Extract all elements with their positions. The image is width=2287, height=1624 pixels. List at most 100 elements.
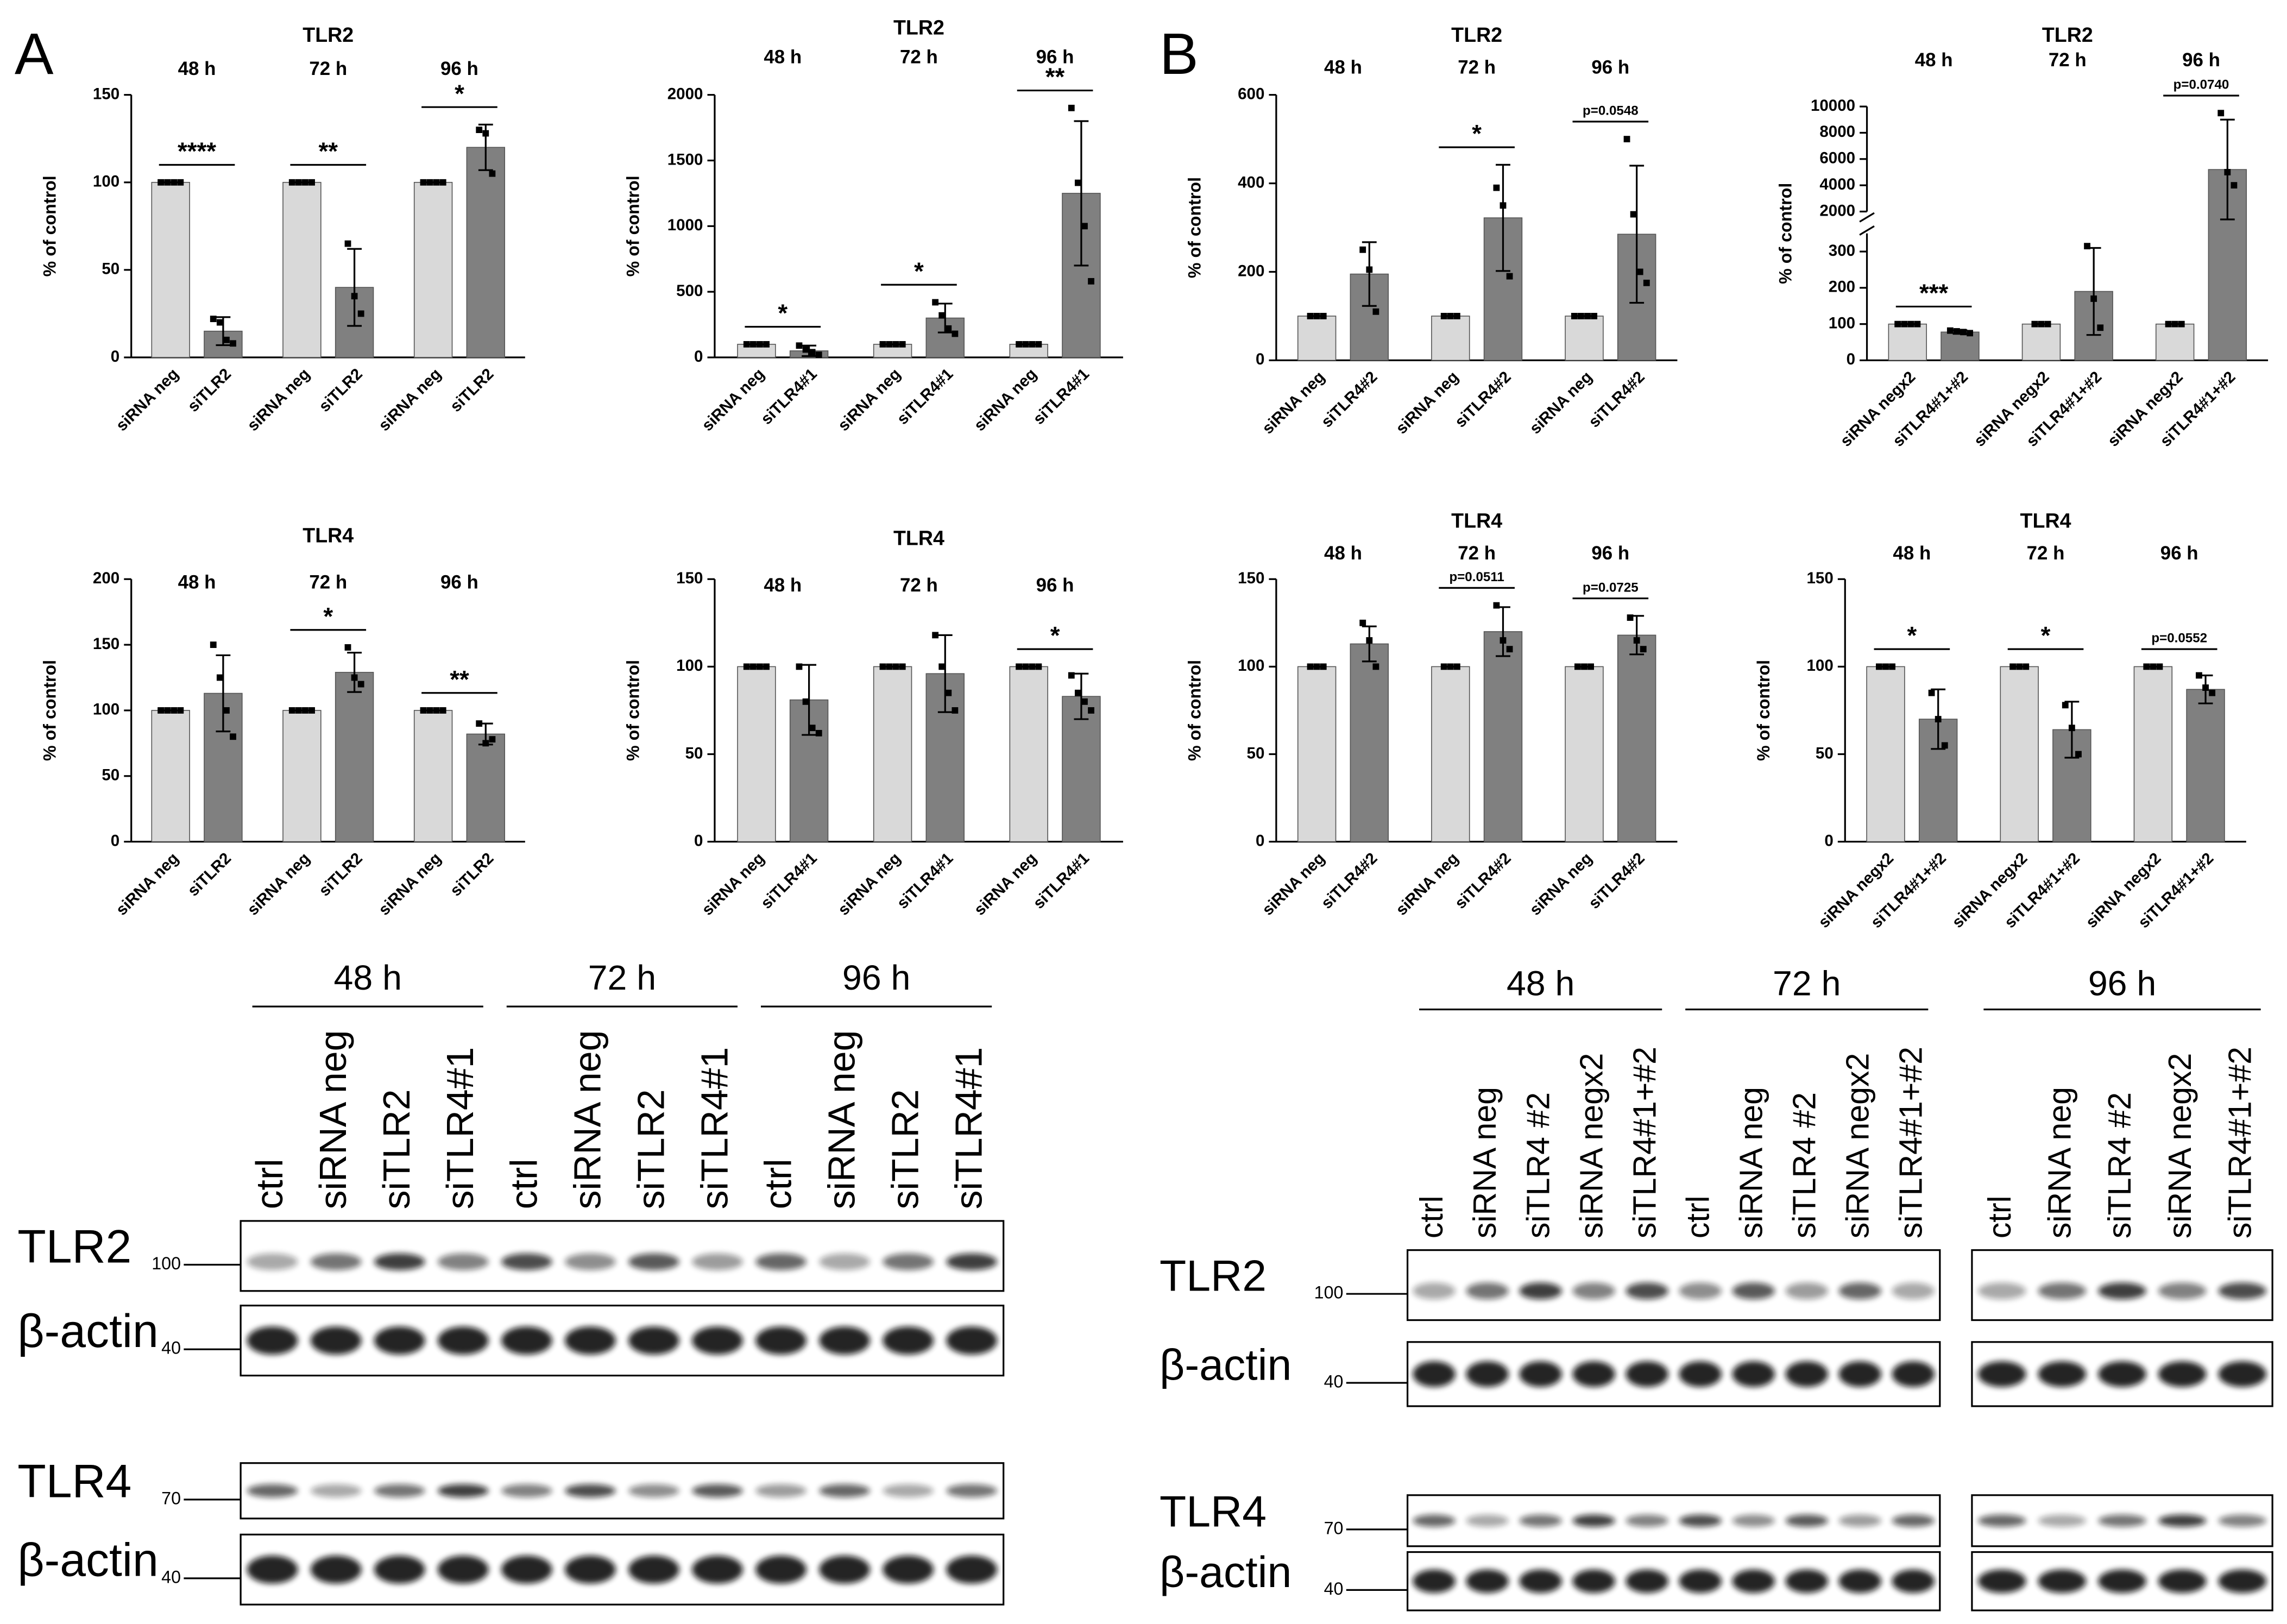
blot-band	[437, 1555, 489, 1584]
data-point	[288, 707, 295, 714]
group-label: 48 h	[1893, 543, 1931, 564]
data-point	[1506, 646, 1513, 653]
data-point	[1440, 313, 1447, 319]
data-point	[1587, 663, 1594, 670]
data-point	[1901, 320, 1908, 328]
blot-band	[565, 1555, 616, 1584]
x-tick-label: siRNA neg	[1259, 368, 1328, 437]
data-point	[1581, 663, 1587, 670]
lane-label: siTLR4 #2	[1786, 1092, 1822, 1238]
data-point	[1081, 223, 1088, 230]
x-tick-label: siTLR4#2	[1452, 849, 1515, 912]
x-tick-label: siTLR4#1	[893, 365, 956, 428]
blot-band	[2098, 1361, 2146, 1387]
bar	[282, 181, 322, 358]
blot-band	[755, 1555, 807, 1584]
bar	[413, 710, 453, 842]
bar	[1565, 316, 1604, 361]
group-label: 48 h	[1915, 49, 1953, 71]
group-label: 96 h	[1591, 57, 1629, 78]
y-tick-label: 50	[102, 260, 119, 278]
data-point	[1029, 341, 1036, 348]
data-point	[2156, 663, 2163, 670]
data-point	[899, 663, 906, 670]
blot-band	[1838, 1514, 1882, 1527]
error-bar	[1496, 163, 1510, 272]
data-point	[426, 707, 433, 714]
blot-band	[1838, 1569, 1882, 1593]
group-label: 72 h	[900, 47, 938, 68]
group-label: 96 h	[1591, 543, 1629, 564]
data-point	[2097, 324, 2104, 331]
data-point	[1967, 330, 1974, 337]
x-tick-label: siRNA neg	[375, 365, 445, 435]
group-label: 72 h	[1458, 543, 1496, 564]
data-point	[1941, 742, 1948, 749]
data-point	[1022, 663, 1029, 670]
blot-band	[1572, 1361, 1615, 1387]
data-point	[439, 707, 446, 714]
data-point	[1440, 663, 1447, 670]
blot-band	[692, 1555, 743, 1584]
y-tick-label: 200	[93, 569, 119, 587]
blot-band	[946, 1484, 997, 1497]
data-point	[1074, 689, 1081, 696]
bar	[1565, 666, 1604, 842]
data-point	[223, 336, 230, 343]
data-point	[1372, 308, 1379, 315]
data-point	[2178, 320, 2185, 328]
marker-label: 40	[161, 1338, 181, 1358]
chart-title: TLR4	[1451, 509, 1502, 532]
blot-band	[374, 1253, 425, 1270]
data-point	[802, 698, 809, 705]
blot-group-label: 96 h	[2088, 964, 2156, 1003]
blot-band	[2158, 1569, 2207, 1593]
bar	[2133, 666, 2173, 842]
data-point	[1074, 179, 1081, 186]
data-point	[809, 349, 816, 356]
blot-band	[1732, 1569, 1775, 1593]
blot-band	[1785, 1569, 1828, 1593]
bar	[1617, 634, 1656, 842]
y-tick-label: 50	[685, 744, 703, 762]
data-point	[1630, 211, 1637, 218]
marker-label: 100	[152, 1254, 181, 1273]
y-tick-label: 150	[93, 85, 119, 103]
data-point	[230, 733, 236, 740]
blot-band	[1732, 1282, 1775, 1300]
y-tick-label: 500	[676, 282, 703, 300]
chart-title: TLR2	[2042, 23, 2093, 46]
lane-label: siRNA negx2	[2162, 1053, 2198, 1239]
data-point	[886, 341, 893, 348]
data-point	[932, 299, 939, 306]
error-bar	[216, 316, 231, 347]
data-point	[938, 663, 946, 670]
y-axis-label: % of control	[40, 175, 60, 276]
blot-band	[1732, 1361, 1775, 1387]
group-label: 48 h	[764, 47, 802, 68]
group-label: 96 h	[2160, 543, 2198, 564]
x-tick-label: siRNA neg	[698, 849, 768, 919]
y-tick-label: 600	[1238, 85, 1264, 103]
data-point	[1313, 313, 1320, 319]
marker-label: 70	[1324, 1518, 1344, 1538]
data-point	[1035, 341, 1042, 348]
blot-band	[628, 1326, 679, 1355]
bar	[2000, 666, 2039, 842]
blot-band	[946, 1555, 997, 1584]
blot-band	[247, 1484, 298, 1497]
data-point	[952, 707, 959, 714]
blot-band	[692, 1326, 743, 1355]
x-tick-label: siRNA neg	[1393, 849, 1462, 919]
blot-band	[1679, 1514, 1722, 1527]
lane-label: siTLR4#1	[948, 1047, 990, 1210]
y-tick-label: 50	[1816, 744, 1834, 762]
data-point	[1313, 663, 1320, 670]
blot-band	[1466, 1361, 1509, 1387]
blot-band	[692, 1484, 743, 1497]
data-point	[2217, 110, 2225, 117]
y-tick-label: 0	[1256, 350, 1264, 368]
group-label: 48 h	[178, 572, 216, 593]
y-tick-label: 6000	[1819, 149, 1855, 167]
blot-band	[2158, 1282, 2207, 1300]
